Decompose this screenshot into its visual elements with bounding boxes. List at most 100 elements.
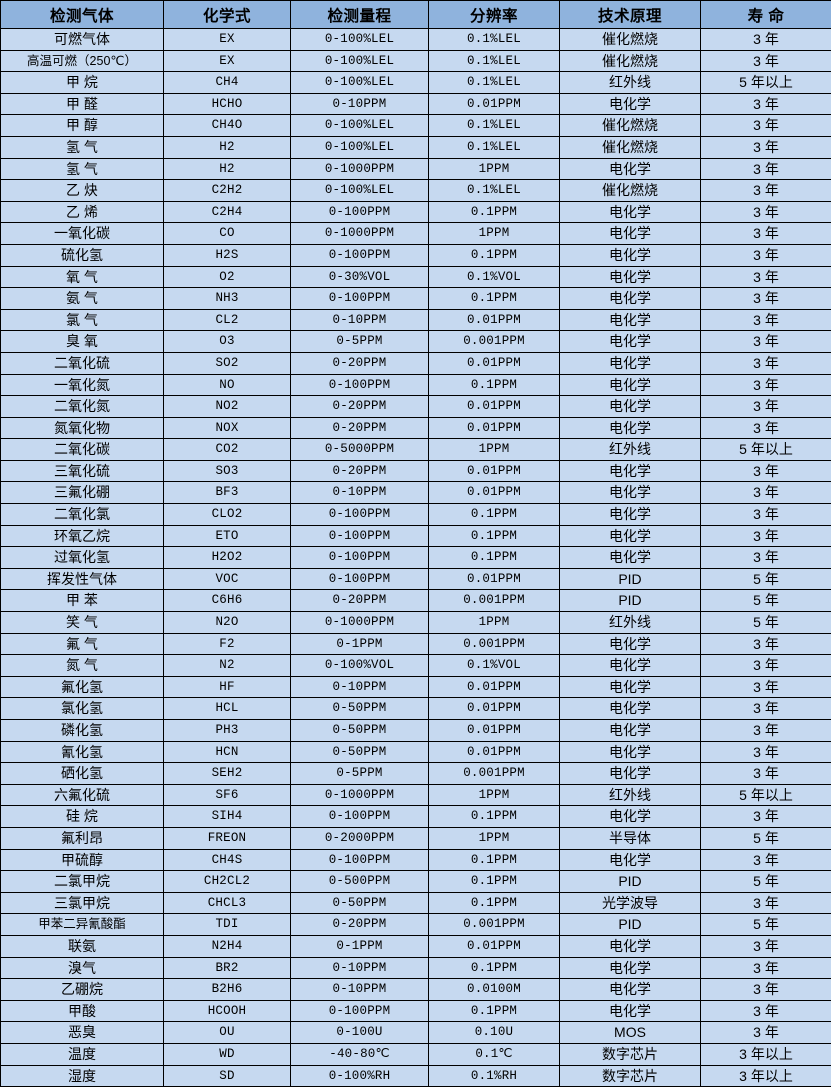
cell-range: 0-100PPM	[291, 244, 429, 266]
cell-resolution: 0.1PPM	[429, 849, 560, 871]
cell-principle: 电化学	[560, 158, 701, 180]
cell-resolution: 0.01PPM	[429, 396, 560, 418]
cell-resolution: 1PPM	[429, 827, 560, 849]
cell-gas: 氰化氢	[1, 741, 164, 763]
cell-range: 0-100%LEL	[291, 115, 429, 137]
cell-range: 0-100PPM	[291, 288, 429, 310]
cell-gas: 温度	[1, 1043, 164, 1065]
cell-resolution: 0.1%VOL	[429, 655, 560, 677]
column-header-formula: 化学式	[164, 1, 291, 29]
cell-resolution: 0.1PPM	[429, 374, 560, 396]
cell-range: 0-100PPM	[291, 1000, 429, 1022]
cell-lifetime: 3 年	[701, 180, 831, 202]
cell-principle: 电化学	[560, 525, 701, 547]
cell-range: 0-20PPM	[291, 352, 429, 374]
cell-lifetime: 3 年	[701, 201, 831, 223]
cell-formula: CLO2	[164, 504, 291, 526]
cell-range: 0-100PPM	[291, 849, 429, 871]
cell-resolution: 0.1%LEL	[429, 29, 560, 51]
cell-principle: 电化学	[560, 460, 701, 482]
cell-gas: 三氯甲烷	[1, 892, 164, 914]
cell-gas: 二氯甲烷	[1, 871, 164, 893]
cell-lifetime: 5 年	[701, 871, 831, 893]
cell-formula: NO	[164, 374, 291, 396]
cell-lifetime: 3 年	[701, 50, 831, 72]
cell-gas: 硒化氢	[1, 763, 164, 785]
cell-resolution: 0.1%LEL	[429, 115, 560, 137]
cell-formula: CL2	[164, 309, 291, 331]
cell-lifetime: 5 年	[701, 827, 831, 849]
cell-range: 0-100PPM	[291, 547, 429, 569]
cell-principle: 催化燃烧	[560, 136, 701, 158]
cell-formula: HCOOH	[164, 1000, 291, 1022]
cell-resolution: 0.01PPM	[429, 482, 560, 504]
cell-formula: O2	[164, 266, 291, 288]
cell-principle: 电化学	[560, 331, 701, 353]
cell-resolution: 0.001PPM	[429, 763, 560, 785]
cell-resolution: 0.001PPM	[429, 590, 560, 612]
cell-gas: 乙硼烷	[1, 979, 164, 1001]
cell-range: 0-1000PPM	[291, 223, 429, 245]
cell-resolution: 1PPM	[429, 223, 560, 245]
cell-range: 0-50PPM	[291, 720, 429, 742]
cell-resolution: 0.1PPM	[429, 244, 560, 266]
cell-resolution: 0.1%LEL	[429, 136, 560, 158]
cell-range: 0-100U	[291, 1022, 429, 1044]
cell-lifetime: 3 年	[701, 29, 831, 51]
cell-principle: 电化学	[560, 482, 701, 504]
cell-formula: CH2CL2	[164, 871, 291, 893]
cell-range: 0-10PPM	[291, 93, 429, 115]
cell-gas: 二氧化氯	[1, 504, 164, 526]
cell-resolution: 0.0100M	[429, 979, 560, 1001]
cell-lifetime: 5 年以上	[701, 439, 831, 461]
cell-resolution: 0.01PPM	[429, 93, 560, 115]
cell-gas: 氯 气	[1, 309, 164, 331]
cell-principle: 电化学	[560, 504, 701, 526]
cell-resolution: 0.1PPM	[429, 871, 560, 893]
cell-lifetime: 3 年	[701, 374, 831, 396]
cell-range: 0-100%LEL	[291, 29, 429, 51]
cell-principle: PID	[560, 914, 701, 936]
cell-gas: 氨 气	[1, 288, 164, 310]
cell-lifetime: 3 年	[701, 892, 831, 914]
cell-resolution: 1PPM	[429, 158, 560, 180]
cell-gas: 甲酸	[1, 1000, 164, 1022]
cell-gas: 乙 炔	[1, 180, 164, 202]
cell-gas: 氯化氢	[1, 698, 164, 720]
cell-formula: BR2	[164, 957, 291, 979]
cell-range: 0-5PPM	[291, 331, 429, 353]
cell-lifetime: 5 年以上	[701, 784, 831, 806]
cell-gas: 一氧化碳	[1, 223, 164, 245]
cell-lifetime: 3 年	[701, 720, 831, 742]
cell-resolution: 0.1PPM	[429, 201, 560, 223]
cell-resolution: 0.1PPM	[429, 288, 560, 310]
cell-gas: 硅 烷	[1, 806, 164, 828]
cell-gas: 挥发性气体	[1, 568, 164, 590]
cell-principle: 电化学	[560, 957, 701, 979]
cell-gas: 氟化氢	[1, 676, 164, 698]
cell-resolution: 0.001PPM	[429, 331, 560, 353]
cell-formula: EX	[164, 29, 291, 51]
cell-lifetime: 3 年	[701, 460, 831, 482]
cell-formula: WD	[164, 1043, 291, 1065]
cell-formula: NH3	[164, 288, 291, 310]
cell-principle: MOS	[560, 1022, 701, 1044]
cell-range: 0-20PPM	[291, 590, 429, 612]
cell-principle: 红外线	[560, 612, 701, 634]
cell-resolution: 0.1PPM	[429, 806, 560, 828]
cell-range: 0-100PPM	[291, 201, 429, 223]
cell-gas: 六氟化硫	[1, 784, 164, 806]
cell-resolution: 0.1PPM	[429, 525, 560, 547]
cell-resolution: 0.1%LEL	[429, 180, 560, 202]
cell-principle: 红外线	[560, 784, 701, 806]
cell-formula: H2S	[164, 244, 291, 266]
